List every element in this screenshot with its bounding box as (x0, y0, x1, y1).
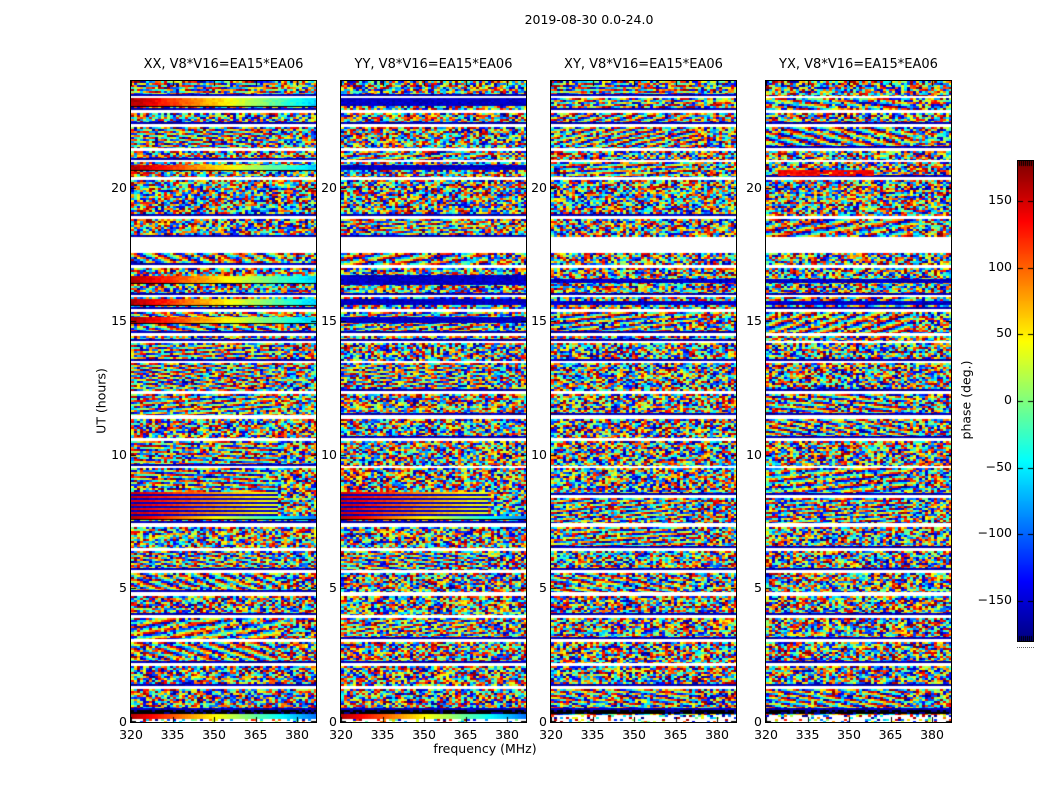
y-tick-label: 0 (539, 714, 547, 729)
x-tick-label: 335 (580, 727, 605, 742)
y-tick-label: 5 (329, 580, 337, 596)
x-tick-label: 365 (663, 727, 688, 742)
panel-title-xy: XY, V8*V16=EA15*EA06 (564, 57, 723, 72)
phase-waterfall-yx (766, 81, 951, 722)
y-tick-label: 10 (111, 446, 127, 462)
heatmap-panel-yy (340, 80, 527, 723)
colorbar-tick-label: 100 (988, 258, 1012, 274)
heatmap-panel-yx (765, 80, 952, 723)
colorbar-bottom-dots (1017, 647, 1034, 648)
phase-waterfall-yy (341, 81, 526, 722)
y-tick-label: 15 (746, 313, 762, 329)
x-tick-label: 350 (837, 727, 861, 742)
y-tick-label: 20 (746, 179, 762, 195)
colorbar-tick-label: 50 (996, 325, 1012, 341)
y-tick-label: 10 (531, 446, 547, 462)
y-tick-label: 5 (119, 580, 127, 596)
heatmap-panel-xx (130, 80, 317, 723)
x-tick-label: 350 (412, 727, 436, 742)
x-tick-label: 320 (539, 727, 563, 742)
panel-title-yy: YY, V8*V16=EA15*EA06 (354, 57, 513, 72)
colorbar-tick-label: −100 (977, 525, 1012, 541)
x-tick-label: 365 (453, 727, 478, 742)
y-axis-label: UT (hours) (93, 368, 109, 434)
y-tick-label: 15 (111, 313, 127, 329)
y-tick-label: 15 (321, 313, 337, 329)
figure-suptitle: 2019-08-30 0.0-24.0 (524, 12, 654, 27)
y-tick-label: 0 (329, 714, 337, 729)
x-tick-label: 380 (920, 727, 944, 742)
colorbar (1017, 160, 1034, 642)
phase-waterfall-xx (131, 81, 316, 722)
y-tick-label: 10 (321, 446, 337, 462)
x-tick-label: 380 (285, 727, 309, 742)
x-tick-label: 335 (160, 727, 185, 742)
y-tick-label: 15 (531, 313, 547, 329)
panel-title-yx: YX, V8*V16=EA15*EA06 (779, 57, 938, 72)
x-tick-label: 365 (878, 727, 903, 742)
y-tick-label: 5 (539, 580, 547, 596)
x-tick-label: 365 (243, 727, 268, 742)
colorbar-gradient (1018, 161, 1033, 641)
colorbar-tick-label: 0 (1004, 392, 1012, 407)
phase-waterfall-xy (551, 81, 736, 722)
x-tick-label: 350 (202, 727, 226, 742)
y-tick-label: 0 (754, 714, 762, 729)
x-tick-label: 320 (754, 727, 778, 742)
x-tick-label: 380 (495, 727, 519, 742)
x-tick-label: 350 (622, 727, 646, 742)
panel-title-xx: XX, V8*V16=EA15*EA06 (143, 57, 304, 72)
x-tick-label: 380 (705, 727, 729, 742)
y-tick-label: 20 (531, 179, 547, 195)
heatmap-panel-xy (550, 80, 737, 723)
colorbar-label: phase (deg.) (958, 360, 974, 440)
y-tick-label: 10 (746, 446, 762, 462)
x-tick-label: 320 (119, 727, 143, 742)
colorbar-tick-label: −150 (977, 592, 1012, 607)
x-tick-label: 335 (370, 727, 395, 742)
y-tick-label: 20 (111, 179, 127, 195)
y-tick-label: 20 (321, 179, 337, 195)
x-tick-label: 320 (329, 727, 353, 742)
y-tick-label: 0 (119, 714, 127, 729)
x-tick-label: 335 (795, 727, 820, 742)
y-tick-label: 5 (754, 580, 762, 596)
x-axis-label: frequency (MHz) (433, 741, 537, 756)
colorbar-tick-label: 150 (988, 192, 1012, 207)
colorbar-tick-label: −50 (985, 458, 1012, 474)
